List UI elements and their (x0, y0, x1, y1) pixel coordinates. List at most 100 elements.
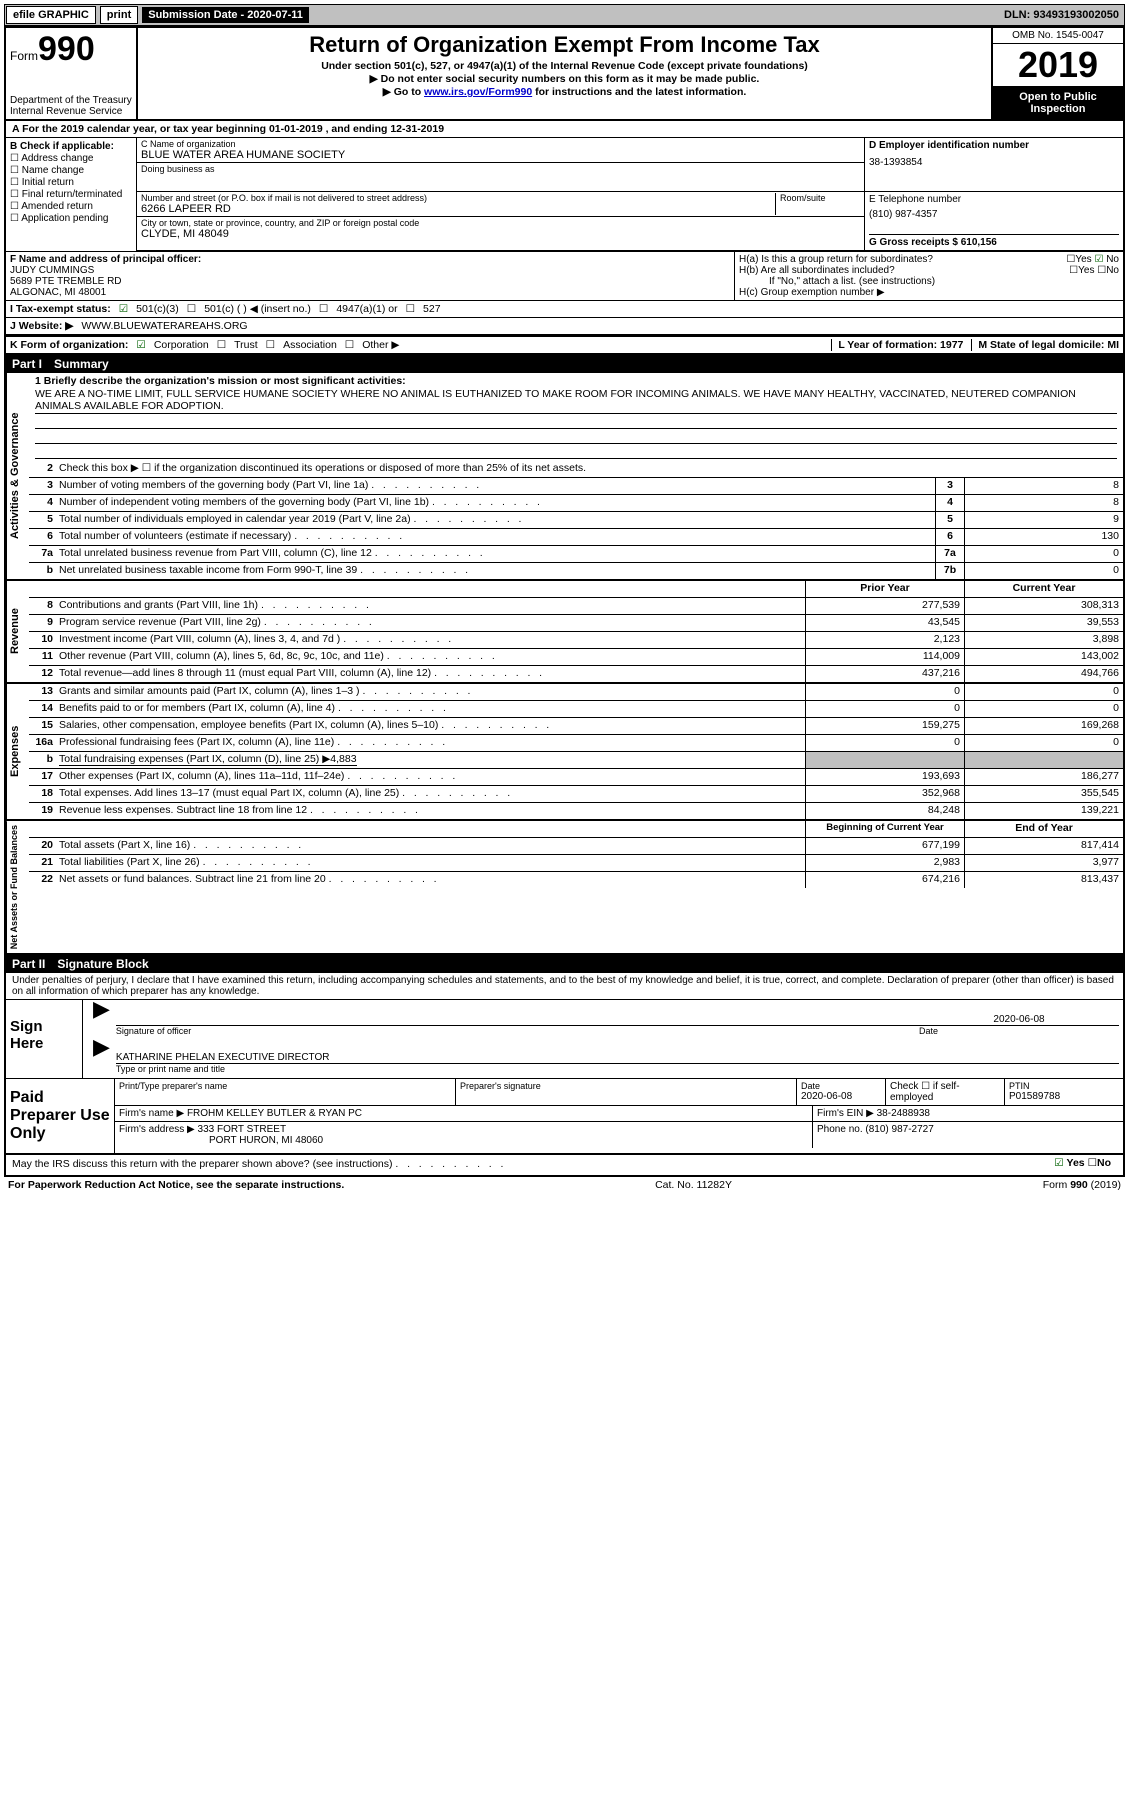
chk-initial-return[interactable]: Initial return (10, 177, 132, 188)
box-val: 0 (964, 563, 1123, 579)
ha-yesno: ☐Yes No (1066, 254, 1119, 265)
ln: 7a (29, 546, 57, 562)
paid-body: Print/Type preparer's name Preparer's si… (115, 1079, 1123, 1153)
firm-name-label: Firm's name ▶ (119, 1108, 184, 1119)
tax-status-label: I Tax-exempt status: (10, 303, 111, 315)
line-2-desc: Check this box ▶ ☐ if the organization d… (57, 461, 1123, 477)
sig-of-officer (116, 1014, 919, 1025)
caret-icon: ▶ (87, 1004, 116, 1036)
header-right: OMB No. 1545-0047 2019 Open to Public In… (991, 28, 1123, 119)
prior-val: 677,199 (805, 838, 964, 854)
h-c: H(c) Group exemption number ▶ (739, 287, 1119, 298)
print-button[interactable]: print (100, 6, 138, 24)
desc: Investment income (Part VIII, column (A)… (57, 632, 805, 648)
firm-addr1: 333 FORT STREET (198, 1124, 287, 1135)
discuss-no: No (1097, 1157, 1111, 1169)
desc: Professional fundraising fees (Part IX, … (57, 735, 805, 751)
mission-blank-2 (35, 429, 1117, 444)
ln: 22 (29, 872, 57, 888)
firm-ein: 38-2488938 (877, 1108, 930, 1119)
current-val: 0 (964, 684, 1123, 700)
chk-app-pending[interactable]: Application pending (10, 213, 132, 224)
form-header: Form990 Department of the Treasury Inter… (6, 28, 1123, 121)
data-row: 8 Contributions and grants (Part VIII, l… (29, 597, 1123, 614)
sig-date: 2020-06-08 (919, 1014, 1119, 1025)
current-val: 308,313 (964, 598, 1123, 614)
part-i-title: Summary (54, 357, 109, 371)
addr: 6266 LAPEER RD (141, 203, 775, 215)
website-row: J Website: ▶ WWW.BLUEWATERAREAHS.ORG (6, 318, 1123, 335)
h-a: H(a) Is this a group return for subordin… (739, 254, 933, 265)
gov-row: 4 Number of independent voting members o… (29, 494, 1123, 511)
gov-row: b Net unrelated business taxable income … (29, 562, 1123, 579)
sign-fields: ▶ 2020-06-08 Signature of officer Date ▶… (83, 1000, 1123, 1078)
chk-corp[interactable] (136, 339, 145, 351)
ln: 3 (29, 478, 57, 494)
part-ii-title: Signature Block (57, 957, 148, 971)
instructions-link[interactable]: www.irs.gov/Form990 (424, 86, 532, 98)
chk-name-change[interactable]: Name change (10, 165, 132, 176)
label-revenue: Revenue (6, 581, 29, 682)
part-i-header: Part I Summary (6, 353, 1123, 373)
inspect-1: Open to Public (995, 91, 1121, 103)
chk-501c3[interactable] (119, 303, 128, 315)
firm-phone: (810) 987-2727 (865, 1124, 933, 1135)
sig-date-label: Date (919, 1026, 1119, 1036)
section-fh: F Name and address of principal officer:… (6, 252, 1123, 301)
efile-button[interactable]: efile GRAPHIC (6, 6, 96, 24)
desc: Number of voting members of the governin… (57, 478, 935, 494)
desc: Total revenue—add lines 8 through 11 (mu… (57, 666, 805, 682)
current-val: 3,898 (964, 632, 1123, 648)
ln: 8 (29, 598, 57, 614)
opt-4947: 4947(a)(1) or (336, 303, 397, 315)
label-activities: Activities & Governance (6, 373, 29, 579)
current-val: 817,414 (964, 838, 1123, 854)
chk-address-change[interactable]: Address change (10, 153, 132, 164)
na-desc-blank (57, 821, 805, 837)
ha-no-check[interactable] (1094, 254, 1106, 265)
prior-val: 0 (805, 684, 964, 700)
opt-501c3: 501(c)(3) (136, 303, 179, 315)
data-row: 19 Revenue less expenses. Subtract line … (29, 802, 1123, 819)
hb-no: No (1106, 265, 1119, 276)
part-i-label: Part I (12, 357, 42, 371)
ptin: P01589788 (1009, 1091, 1119, 1102)
chk-final-return[interactable]: Final return/terminated (10, 189, 132, 200)
current-val: 143,002 (964, 649, 1123, 665)
prep-name-label: Print/Type preparer's name (119, 1081, 451, 1091)
current-val: 813,437 (964, 872, 1123, 888)
data-row: 13 Grants and similar amounts paid (Part… (29, 684, 1123, 700)
desc: Net unrelated business taxable income fr… (57, 563, 935, 579)
data-row: 21 Total liabilities (Part X, line 26) 2… (29, 854, 1123, 871)
form-container: Form990 Department of the Treasury Inter… (4, 26, 1125, 1177)
prior-val: 159,275 (805, 718, 964, 734)
summary-gov: Activities & Governance 1 Briefly descri… (6, 373, 1123, 579)
desc: Salaries, other compensation, employee b… (57, 718, 805, 734)
prior-val: 84,248 (805, 803, 964, 819)
discuss-yes-check[interactable] (1054, 1157, 1066, 1169)
ln-2: 2 (29, 461, 57, 477)
ln: 13 (29, 684, 57, 700)
current-val: 355,545 (964, 786, 1123, 802)
data-row: 16a Professional fundraising fees (Part … (29, 734, 1123, 751)
mission-text: WE ARE A NO-TIME LIMIT, FULL SERVICE HUM… (35, 387, 1117, 414)
prep-date: 2020-06-08 (801, 1091, 881, 1102)
desc: Contributions and grants (Part VIII, lin… (57, 598, 805, 614)
tax-status-row: I Tax-exempt status: 501(c)(3) ☐ 501(c) … (6, 301, 1123, 318)
officer-addr1: 5689 PTE TREMBLE RD (10, 276, 730, 287)
prior-val: 2,123 (805, 632, 964, 648)
ln: 16a (29, 735, 57, 751)
part-ii-header: Part II Signature Block (6, 953, 1123, 973)
box-val: 8 (964, 495, 1123, 511)
irs: Internal Revenue Service (10, 106, 132, 117)
desc: Benefits paid to or for members (Part IX… (57, 701, 805, 717)
ln-blank (29, 581, 57, 597)
ln: 4 (29, 495, 57, 511)
phone: (810) 987-4357 (869, 209, 1119, 220)
ein-label: D Employer identification number (869, 140, 1119, 151)
chk-amended[interactable]: Amended return (10, 201, 132, 212)
ln: 11 (29, 649, 57, 665)
paid-label: Paid Preparer Use Only (6, 1079, 115, 1153)
mission-blank-3 (35, 444, 1117, 459)
gov-row: 3 Number of voting members of the govern… (29, 477, 1123, 494)
